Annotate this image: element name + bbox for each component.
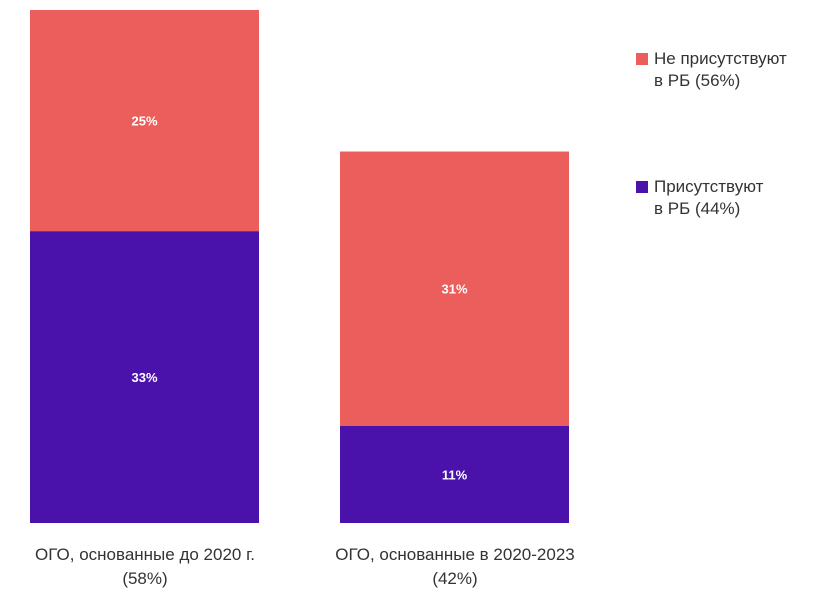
data-label-2020-2023-not-present: 31% xyxy=(441,282,467,297)
legend-label-present: Присутствуют в РБ (44%) xyxy=(654,177,764,218)
bar-segment-2020-2023-not-present xyxy=(340,151,569,426)
bar-segment-before-2020-not-present xyxy=(30,10,259,232)
category-label-2020-2023: ОГО, основанные в 2020-2023 (42%) xyxy=(335,545,575,588)
legend-swatch-present xyxy=(636,181,648,193)
category-label-before-2020: ОГО, основанные до 2020 г. (58%) xyxy=(35,545,255,588)
data-label-2020-2023-present: 11% xyxy=(442,467,468,482)
bar-segment-2020-2023-present xyxy=(340,425,569,523)
legend-label-not-present: Не присутствуют в РБ (56%) xyxy=(654,49,787,90)
bar-segment-before-2020-present xyxy=(30,231,259,523)
legend-swatch-not-present xyxy=(636,53,648,65)
data-label-before-2020-not-present: 25% xyxy=(131,114,157,129)
data-label-before-2020-present: 33% xyxy=(131,370,157,385)
